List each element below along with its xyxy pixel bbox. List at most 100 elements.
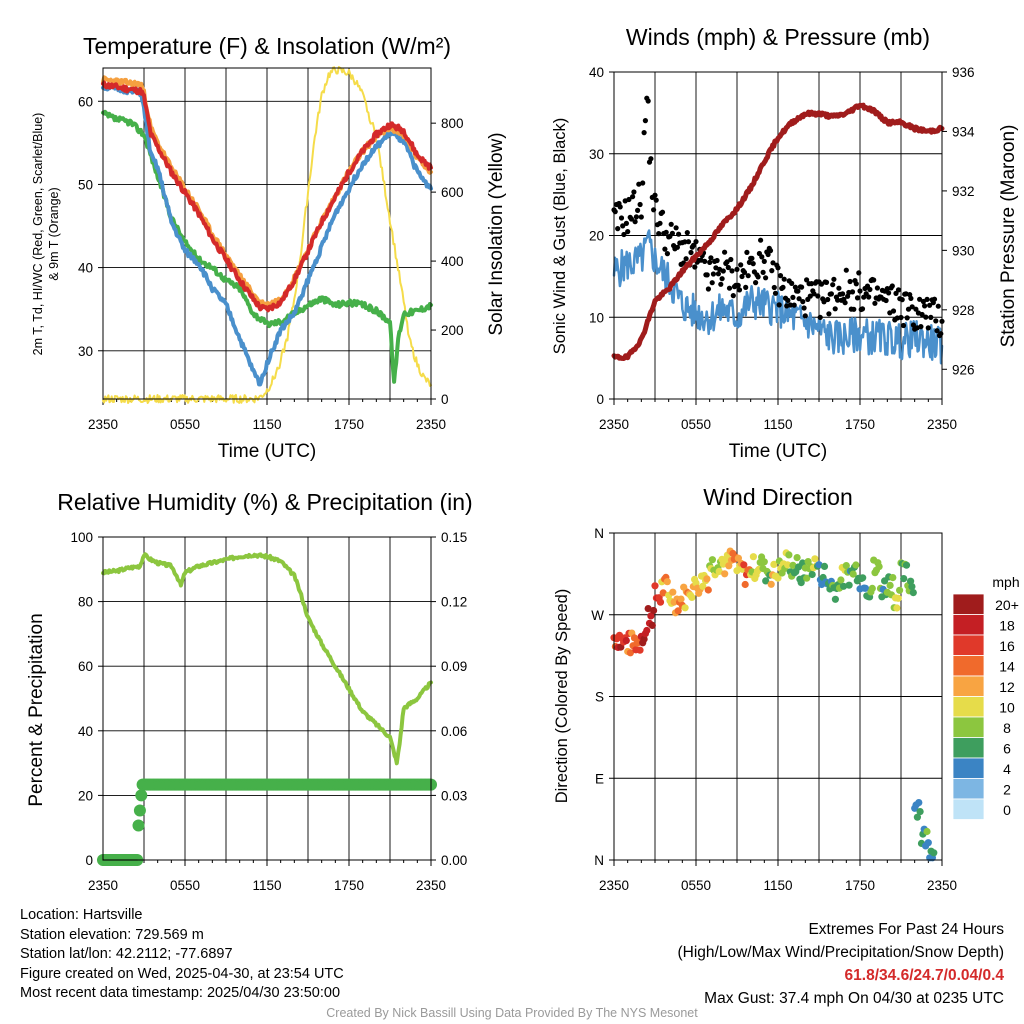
wind-gust-point	[925, 325, 931, 331]
wind-direction-point	[896, 586, 904, 594]
extremes-values: 61.8/34.6/24.7/0.04/0.4	[844, 967, 1004, 984]
wind-y-tick-label: 40	[589, 65, 604, 80]
wind-direction-point	[831, 595, 840, 603]
rh-y-tick-label: 20	[78, 788, 93, 803]
wind-gust-point	[765, 251, 771, 258]
credit-text: Created By Nick Bassill Using Data Provi…	[326, 1006, 698, 1020]
wind-direction-point	[770, 560, 778, 569]
wind-direction-point	[908, 583, 916, 591]
wind-y-tick-label: 20	[589, 229, 604, 244]
wind-gust-point	[791, 302, 797, 308]
wind-direction-point	[650, 606, 658, 615]
wind-gust-point	[692, 264, 698, 270]
wind-gust-point	[707, 259, 713, 265]
wind-direction-point	[740, 561, 748, 569]
wind-direction-point	[647, 612, 655, 620]
wind-x-tick-label: 1150	[763, 417, 792, 432]
wind-y2-tick-label: 934	[952, 124, 975, 139]
wind-gust-point	[674, 244, 681, 250]
wind-gust-point	[641, 130, 647, 136]
colorbar-swatch	[952, 716, 985, 738]
wind-gust-point	[777, 273, 784, 279]
wind-gust-point	[726, 285, 733, 291]
wind-direction-point	[681, 604, 689, 612]
colorbar-swatch	[952, 634, 985, 656]
wind-direction-point	[721, 570, 729, 578]
wind-direction-point	[915, 799, 923, 807]
rh-x-tick-label: 0550	[170, 878, 200, 893]
colorbar-label: 2	[1003, 782, 1011, 798]
wind-gust-point	[934, 328, 940, 334]
wind-gust-point	[709, 280, 715, 286]
extremes-subtitle: (High/Low/Max Wind/Precipitation/Snow De…	[677, 944, 1005, 961]
wind-gust-point	[830, 282, 836, 288]
wdir-x-tick-label: 0550	[681, 878, 711, 893]
wind-gust-point	[883, 297, 889, 304]
wind-gust-point	[935, 303, 941, 309]
colorbar-label: 10	[999, 700, 1015, 716]
wind-direction-point	[845, 581, 853, 589]
wind-gust-point	[889, 283, 895, 289]
wind-direction-point	[815, 561, 823, 569]
wind-gust-point	[832, 306, 838, 312]
wind-gust-point	[853, 281, 859, 287]
temp-series-line	[101, 80, 433, 313]
wind-direction-point	[861, 584, 870, 592]
wind-gust-point	[743, 284, 749, 290]
temp-x-tick-label: 2350	[88, 417, 118, 432]
temp-y2-tick-label: 0	[441, 392, 449, 407]
wind-gust-point	[815, 293, 821, 299]
wind-gust-point	[905, 306, 912, 312]
wind-y-tick-label: 0	[596, 392, 604, 407]
wind-gust-point	[836, 285, 842, 291]
wdir-x-tick-label: 1150	[763, 878, 792, 893]
wind-gust-point	[909, 304, 915, 310]
wind-gust-point	[722, 249, 728, 255]
wind-gust-point	[927, 302, 933, 308]
wind-direction-point	[803, 574, 811, 582]
wind-gust-point	[801, 305, 807, 311]
temp-y-tick-label: 50	[78, 177, 93, 192]
wind-gust-point	[847, 278, 853, 285]
wind-direction-point	[708, 556, 717, 564]
wind-gust-point	[668, 221, 674, 227]
rh-y-tick-label: 60	[78, 659, 93, 674]
wind-direction-point	[677, 595, 685, 603]
wind-direction-point	[789, 561, 797, 570]
wind-gust-point	[917, 296, 923, 302]
wind-gust-point	[623, 220, 630, 226]
wind-gust-point	[867, 286, 873, 293]
wind-gust-point	[642, 118, 649, 124]
colorbar-label: 4	[1003, 761, 1011, 777]
wind-gust-point	[874, 285, 881, 291]
rh-y-tick-label: 0	[85, 853, 93, 868]
temp-y2-tick-label: 800	[441, 116, 464, 131]
wind-gust-point	[789, 280, 795, 286]
wind-gust-point	[739, 273, 745, 280]
temp-y2-tick-label: 600	[441, 185, 464, 200]
wind-gust-point	[635, 207, 641, 213]
colorbar-swatch	[952, 757, 985, 779]
wind-x-tick-label: 2350	[927, 417, 957, 432]
temp-x-tick-label: 0550	[170, 417, 200, 432]
wind-y2-tick-label: 930	[952, 243, 975, 258]
wind-direction-point	[648, 621, 656, 630]
rh-x-tick-label: 1150	[252, 878, 281, 893]
latlon-text: Station lat/lon: 42.2112; -77.6897	[20, 946, 233, 962]
wind-gust-point	[632, 219, 638, 225]
wind-gust-point	[621, 231, 627, 238]
wdir-y-axis-label: Direction (Colored By Speed)	[553, 589, 571, 804]
wind-gust-point	[652, 192, 658, 198]
temp-x-tick-label: 1750	[334, 417, 364, 432]
wind-gust-point	[729, 268, 735, 274]
wind-gust-point	[664, 251, 671, 257]
temp-y-axis-label-2: & 9m T (Orange)	[47, 187, 61, 280]
recent-text: Most recent data timestamp: 2025/04/30 2…	[20, 985, 341, 1001]
wind-direction-point	[741, 580, 749, 589]
rh-x-tick-label: 2350	[416, 878, 446, 893]
wind-gust-point	[730, 293, 736, 299]
colorbar-label: 6	[1003, 741, 1011, 757]
wind-gust-point	[760, 269, 766, 275]
wind-direction-point	[669, 588, 677, 596]
wind-gust-point	[785, 297, 791, 303]
